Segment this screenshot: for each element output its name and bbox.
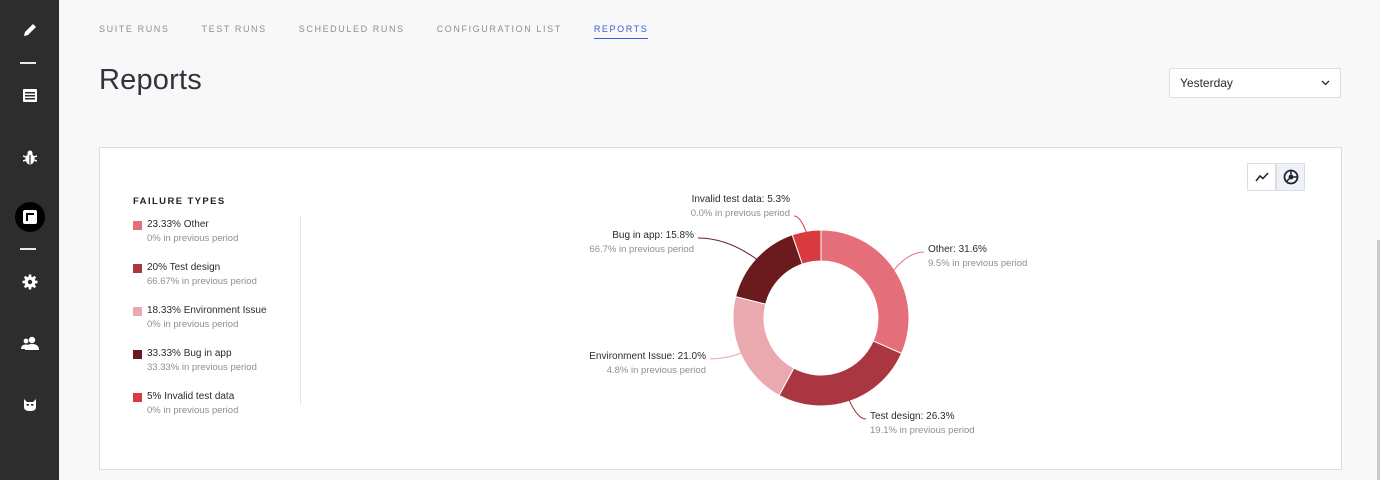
mask-icon[interactable] xyxy=(0,391,59,419)
slice-label: Invalid test data: 5.3% xyxy=(692,194,791,205)
donut-slice[interactable] xyxy=(820,229,910,355)
chevron-down-icon xyxy=(1321,80,1330,86)
slice-label: Other: 31.6% xyxy=(928,244,987,255)
sidebar xyxy=(0,0,59,480)
tab-configuration-list[interactable]: CONFIGURATION LIST xyxy=(436,24,562,34)
label-connector xyxy=(709,352,743,360)
tab-test-runs[interactable]: TEST RUNS xyxy=(201,24,267,34)
legend-swatch xyxy=(133,221,142,230)
legend-label: 33.33% Bug in app xyxy=(147,348,232,359)
tab-bar: SUITE RUNS TEST RUNS SCHEDULED RUNS CONF… xyxy=(99,24,680,39)
legend-label: 20% Test design xyxy=(147,262,221,273)
list-icon[interactable] xyxy=(0,81,59,109)
pencil-icon[interactable] xyxy=(0,16,59,44)
reports-icon[interactable] xyxy=(0,202,59,232)
tab-reports[interactable]: REPORTS xyxy=(593,24,649,39)
period-select[interactable]: Yesterday xyxy=(1169,68,1341,98)
slice-label: Test design: 26.3% xyxy=(870,411,955,422)
legend-label: 18.33% Environment Issue xyxy=(147,305,267,316)
label-connector xyxy=(892,251,925,272)
tab-suite-runs[interactable]: SUITE RUNS xyxy=(99,24,170,34)
slice-previous-label: 66.7% in previous period xyxy=(589,244,694,255)
failure-types-donut-chart: Other: 31.6% 9.5% in previous period Test … xyxy=(589,194,1027,436)
sidebar-divider xyxy=(20,248,36,250)
label-connector xyxy=(848,399,867,420)
label-connector xyxy=(697,237,758,261)
tab-scheduled-runs[interactable]: SCHEDULED RUNS xyxy=(298,24,405,34)
page-title: Reports xyxy=(99,64,202,96)
legend-swatch xyxy=(133,264,142,273)
line-chart-icon xyxy=(1254,172,1269,182)
line-chart-toggle[interactable] xyxy=(1247,163,1276,191)
legend-previous: 0% in previous period xyxy=(147,233,239,244)
legend-label: 5% Invalid test data xyxy=(147,391,235,402)
bug-icon[interactable] xyxy=(0,143,59,171)
pie-chart-toggle[interactable] xyxy=(1276,163,1305,191)
donut-slice[interactable] xyxy=(791,229,822,265)
scrollbar[interactable] xyxy=(1377,240,1380,480)
gear-icon[interactable] xyxy=(0,268,59,296)
legend-title: FAILURE TYPES xyxy=(133,196,226,207)
legend-swatch xyxy=(133,307,142,316)
period-select-value: Yesterday xyxy=(1180,76,1233,90)
donut-slice[interactable] xyxy=(732,296,795,397)
slice-previous-label: 4.8% in previous period xyxy=(607,365,706,376)
legend-swatch xyxy=(133,393,142,402)
legend-previous: 0% in previous period xyxy=(147,319,239,330)
legend-previous: 0% in previous period xyxy=(147,405,239,416)
pie-chart-icon xyxy=(1283,169,1298,185)
legend-swatch xyxy=(133,350,142,359)
label-connector xyxy=(793,215,808,234)
donut-slice[interactable] xyxy=(735,234,804,305)
report-card: FAILURE TYPES 23.33% Other 0% in previou… xyxy=(99,147,1342,470)
users-icon[interactable] xyxy=(0,329,59,357)
slice-label: Bug in app: 15.8% xyxy=(612,230,694,241)
legend-previous: 33.33% in previous period xyxy=(147,362,257,373)
slice-previous-label: 0.0% in previous period xyxy=(691,208,790,219)
legend-previous: 66.67% in previous period xyxy=(147,276,257,287)
sidebar-divider xyxy=(20,62,36,64)
legend-divider xyxy=(300,215,301,405)
slice-previous-label: 19.1% in previous period xyxy=(870,425,975,436)
donut-slice[interactable] xyxy=(778,340,903,407)
slice-label: Environment Issue: 21.0% xyxy=(589,351,706,362)
slice-previous-label: 9.5% in previous period xyxy=(928,258,1027,269)
legend-label: 23.33% Other xyxy=(147,219,209,230)
